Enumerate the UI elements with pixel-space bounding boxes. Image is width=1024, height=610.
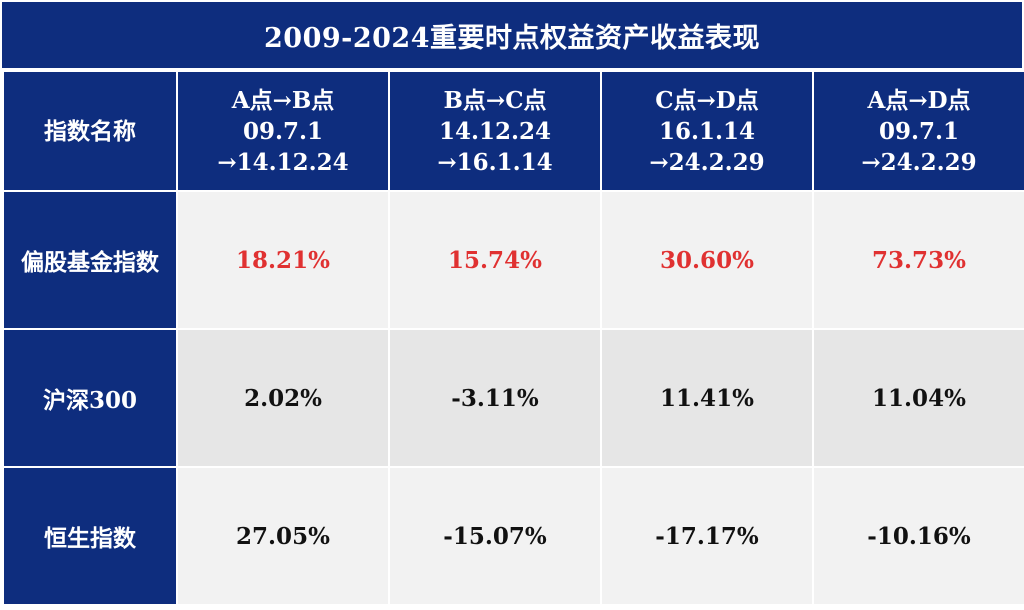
- table-row: 恒生指数 27.05% -15.07% -17.17% -10.16%: [4, 468, 1024, 604]
- returns-table: 指数名称 A点→B点 09.7.1 →14.12.24 B点→C点 14.12.…: [2, 70, 1024, 606]
- row-label-hang-seng: 恒生指数: [4, 468, 176, 604]
- table-cell: -10.16%: [814, 468, 1024, 604]
- header-row: 指数名称 A点→B点 09.7.1 →14.12.24 B点→C点 14.12.…: [4, 72, 1024, 190]
- row-label-csi300: 沪深300: [4, 330, 176, 466]
- table-cell: 18.21%: [178, 192, 388, 328]
- header-period-ab: A点→B点 09.7.1 →14.12.24: [178, 72, 388, 190]
- table-row: 沪深300 2.02% -3.11% 11.41% 11.04%: [4, 330, 1024, 466]
- period-start: 09.7.1: [878, 117, 960, 145]
- table-cell: 15.74%: [390, 192, 600, 328]
- period-end: →24.2.29: [861, 148, 977, 176]
- period-label: B点→C点: [443, 86, 547, 114]
- period-label: C点→D点: [655, 86, 759, 114]
- table-row: 偏股基金指数 18.21% 15.74% 30.60% 73.73%: [4, 192, 1024, 328]
- table-cell: 11.41%: [602, 330, 812, 466]
- header-period-bc: B点→C点 14.12.24 →16.1.14: [390, 72, 600, 190]
- period-end: →24.2.29: [649, 148, 765, 176]
- table-cell: -15.07%: [390, 468, 600, 604]
- header-period-ad: A点→D点 09.7.1 →24.2.29: [814, 72, 1024, 190]
- table-cell: 2.02%: [178, 330, 388, 466]
- period-label: A点→D点: [867, 86, 971, 114]
- table-title: 2009-2024重要时点权益资产收益表现: [2, 2, 1022, 68]
- table-cell: -3.11%: [390, 330, 600, 466]
- table-cell: 30.60%: [602, 192, 812, 328]
- table-cell: 27.05%: [178, 468, 388, 604]
- header-period-cd: C点→D点 16.1.14 →24.2.29: [602, 72, 812, 190]
- row-label-equity-fund-index: 偏股基金指数: [4, 192, 176, 328]
- table-cell: 11.04%: [814, 330, 1024, 466]
- period-start: 09.7.1: [242, 117, 324, 145]
- period-start: 14.12.24: [438, 117, 552, 145]
- period-start: 16.1.14: [658, 117, 756, 145]
- period-end: →14.12.24: [217, 148, 349, 176]
- period-end: →16.1.14: [437, 148, 553, 176]
- table-cell: 73.73%: [814, 192, 1024, 328]
- table-cell: -17.17%: [602, 468, 812, 604]
- period-label: A点→B点: [231, 86, 335, 114]
- header-index-name: 指数名称: [4, 72, 176, 190]
